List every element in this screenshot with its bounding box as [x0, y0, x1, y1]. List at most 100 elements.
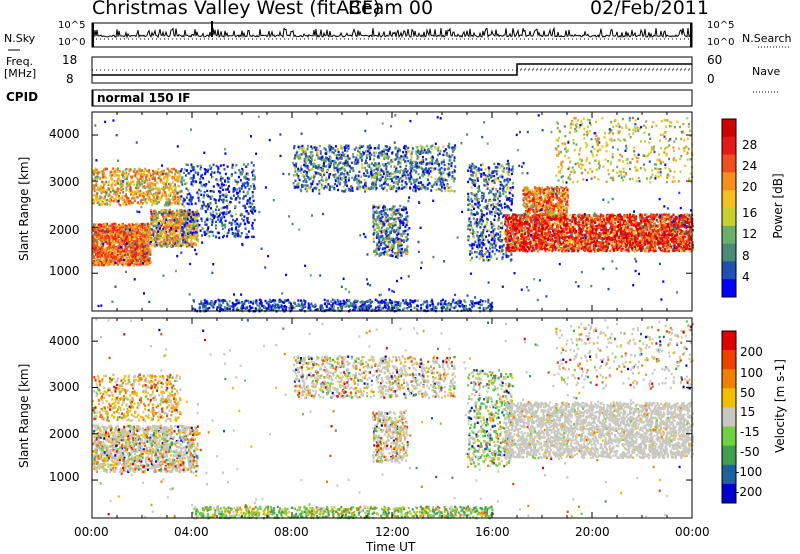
power-echo [99, 189, 102, 193]
power-echo [434, 147, 437, 150]
power-echo [142, 232, 145, 235]
power-echo [116, 253, 119, 257]
power-echo [324, 160, 327, 163]
power-echo [385, 237, 388, 240]
power-echo [402, 178, 405, 182]
power-echo [109, 174, 112, 177]
power-echo [224, 219, 227, 223]
power-echo [96, 263, 99, 267]
power-echo [199, 229, 202, 232]
power-echo [124, 253, 126, 257]
power-echo [235, 180, 238, 183]
power-echo [104, 254, 107, 257]
power-echo [96, 239, 98, 242]
power-echo [321, 165, 324, 168]
power-echo [338, 162, 340, 165]
power-echo [317, 147, 319, 151]
power-echo [189, 231, 192, 234]
power-echo [124, 246, 127, 249]
power-echo [100, 254, 103, 257]
power-echo [203, 194, 205, 197]
power-echo [185, 163, 188, 166]
power-echo [173, 193, 176, 196]
power-echo [106, 249, 109, 252]
power-echo [226, 207, 229, 210]
power-echo [101, 173, 104, 176]
power-echo [128, 252, 131, 255]
power-echo [449, 186, 452, 189]
power-echo [101, 180, 104, 184]
power-echo [98, 236, 101, 239]
power-echo [138, 169, 141, 173]
power-echo [182, 171, 185, 175]
power-echo [445, 153, 448, 157]
power-echo [222, 163, 225, 167]
power-echo [388, 216, 391, 220]
power-echo [105, 199, 108, 202]
power-echo [111, 234, 114, 238]
power-echo [165, 180, 168, 183]
power-echo [133, 257, 136, 260]
power-echo [334, 173, 337, 176]
power-echo [382, 182, 385, 185]
power-echo [431, 144, 434, 147]
power-echo [339, 155, 342, 158]
power-echo [363, 174, 365, 177]
power-echo [328, 187, 331, 190]
power-echo [120, 255, 123, 258]
power-echo [380, 210, 383, 213]
power-echo [184, 243, 187, 246]
power-echo [499, 234, 502, 237]
power-echo [100, 196, 103, 199]
power-echo [107, 183, 110, 187]
power-echo [405, 252, 407, 255]
power-echo [238, 187, 241, 190]
power-echo [119, 182, 122, 186]
power-echo [188, 172, 191, 175]
power-echo [125, 225, 128, 228]
power-echo [237, 195, 240, 198]
power-echo [192, 176, 195, 179]
power-echo [158, 242, 161, 245]
power-echo [172, 231, 175, 234]
power-echo [173, 242, 176, 245]
power-echo [188, 225, 191, 228]
power-echo [503, 231, 506, 234]
power-echo [141, 241, 144, 244]
power-echo [151, 201, 154, 205]
power-echo [384, 232, 387, 236]
power-echo [132, 259, 135, 263]
power-echo [130, 197, 133, 200]
power-echo [481, 257, 484, 260]
power-echo [209, 189, 212, 193]
power-echo [343, 176, 346, 180]
power-echo [331, 159, 334, 163]
power-echo [139, 184, 142, 187]
power-echo [96, 244, 99, 247]
power-echo [235, 232, 238, 236]
power-echo [165, 186, 168, 189]
power-echo [373, 147, 376, 150]
power-echo [194, 236, 197, 239]
power-echo [492, 186, 495, 189]
power-echo [337, 150, 340, 154]
power-echo [304, 177, 307, 181]
power-echo [138, 261, 141, 264]
power-echo [393, 222, 395, 225]
power-echo [385, 167, 388, 171]
power-echo [386, 214, 389, 217]
power-echo [179, 214, 182, 217]
power-echo [161, 221, 164, 224]
power-echo [328, 165, 331, 168]
power-echo [245, 172, 248, 175]
power-echo [226, 165, 229, 168]
power-echo [101, 236, 104, 240]
power-echo [355, 178, 358, 181]
power-echo [173, 238, 176, 242]
power-echo [129, 168, 132, 171]
power-echo [382, 152, 385, 155]
power-echo [181, 214, 184, 217]
power-echo [207, 227, 209, 230]
power-echo [375, 151, 378, 154]
power-echo [251, 202, 254, 206]
